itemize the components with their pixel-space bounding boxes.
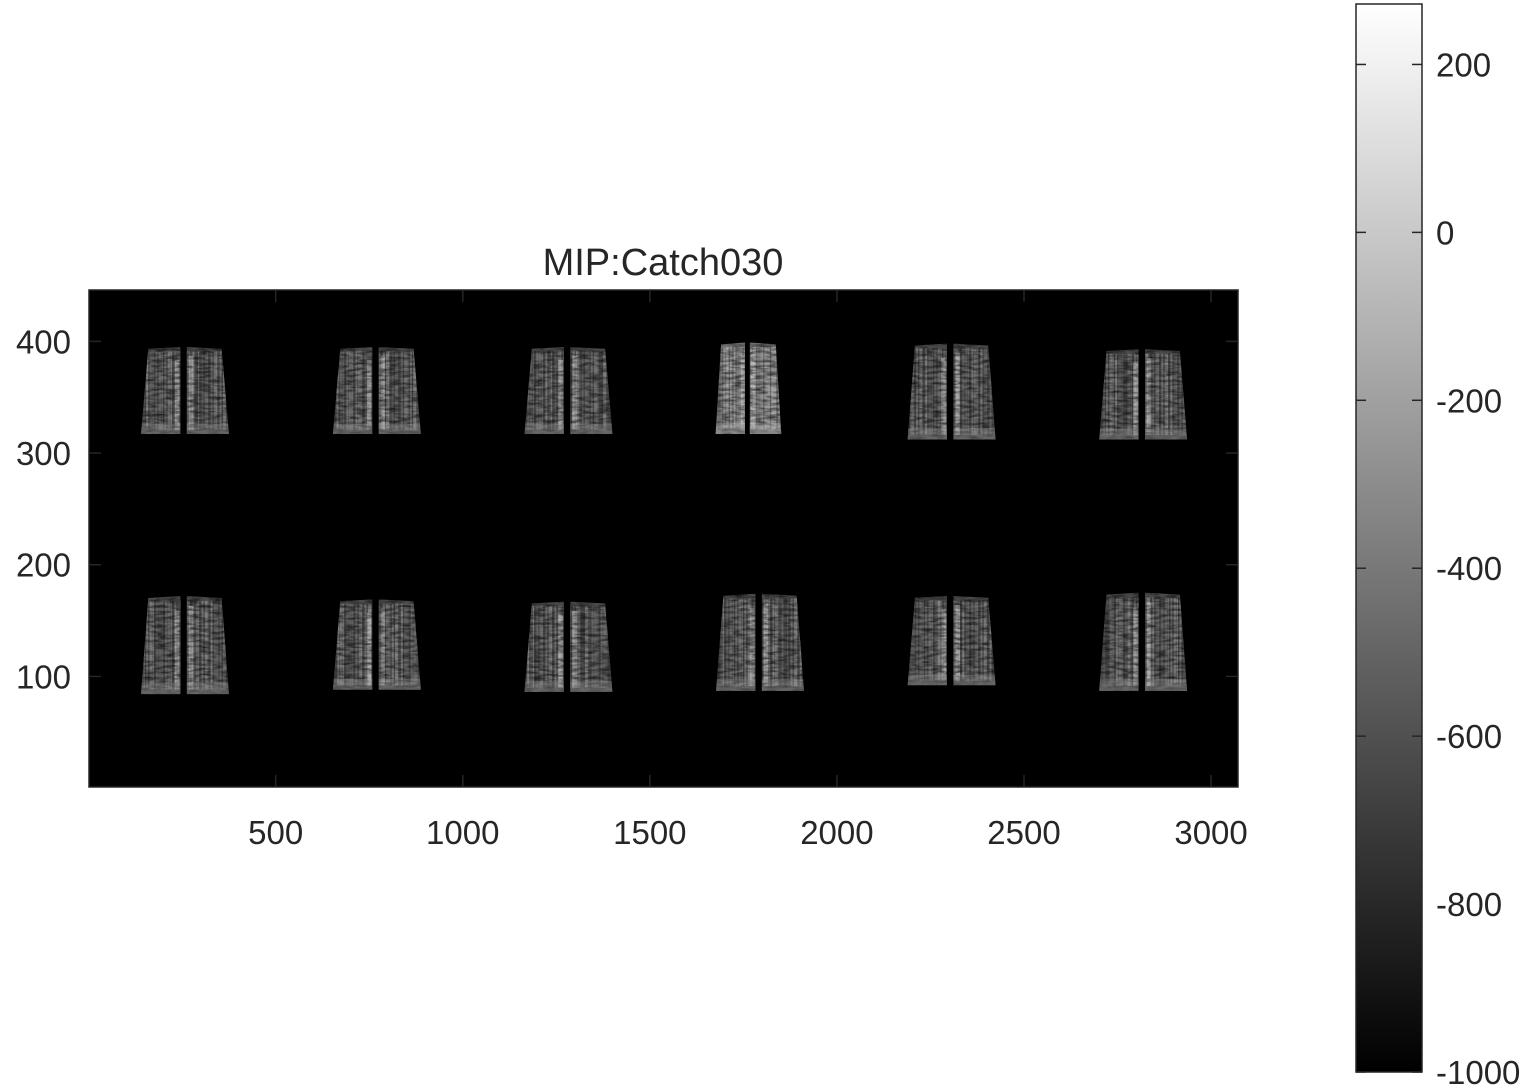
- y-axis: 100 200 300 400: [16, 323, 1238, 695]
- x-axis: 500 1000 1500 2000 2500 3000: [248, 290, 1248, 851]
- x-tick-label: 1500: [613, 814, 686, 851]
- colorbar-ticks: 200 0 -200 -400 -600 -800 -1000: [1356, 46, 1520, 1091]
- colorbar-tick-label: -800: [1436, 886, 1502, 923]
- y-tick-label: 400: [16, 323, 71, 360]
- y-tick-label: 300: [16, 435, 71, 472]
- colorbar-tick-label: -600: [1436, 718, 1502, 755]
- y-tick-label: 200: [16, 547, 71, 584]
- colorbar-tick-label: -200: [1436, 382, 1502, 419]
- colorbar-tick-label: 0: [1436, 214, 1454, 251]
- colorbar-tick-label: -1000: [1436, 1054, 1520, 1091]
- plot-area: [89, 290, 1238, 787]
- y-tick-label: 100: [16, 658, 71, 695]
- x-tick-label: 3000: [1174, 814, 1247, 851]
- chart-title: MIP:Catch030: [543, 242, 784, 284]
- colorbar-tick-label: -400: [1436, 550, 1502, 587]
- x-tick-label: 2000: [800, 814, 873, 851]
- colorbar: 200 0 -200 -400 -600 -800 -1000: [1355, 3, 1520, 1091]
- colorbar-tick-label: 200: [1436, 46, 1491, 83]
- x-tick-label: 500: [248, 814, 303, 851]
- image-axes: 500 1000 1500 2000 2500 3000 100 200 300 400: [16, 289, 1248, 851]
- x-tick-label: 1000: [426, 814, 499, 851]
- axes-box: [88, 289, 1239, 788]
- x-tick-label: 2500: [987, 814, 1060, 851]
- colorbar-gradient: [1355, 3, 1423, 1073]
